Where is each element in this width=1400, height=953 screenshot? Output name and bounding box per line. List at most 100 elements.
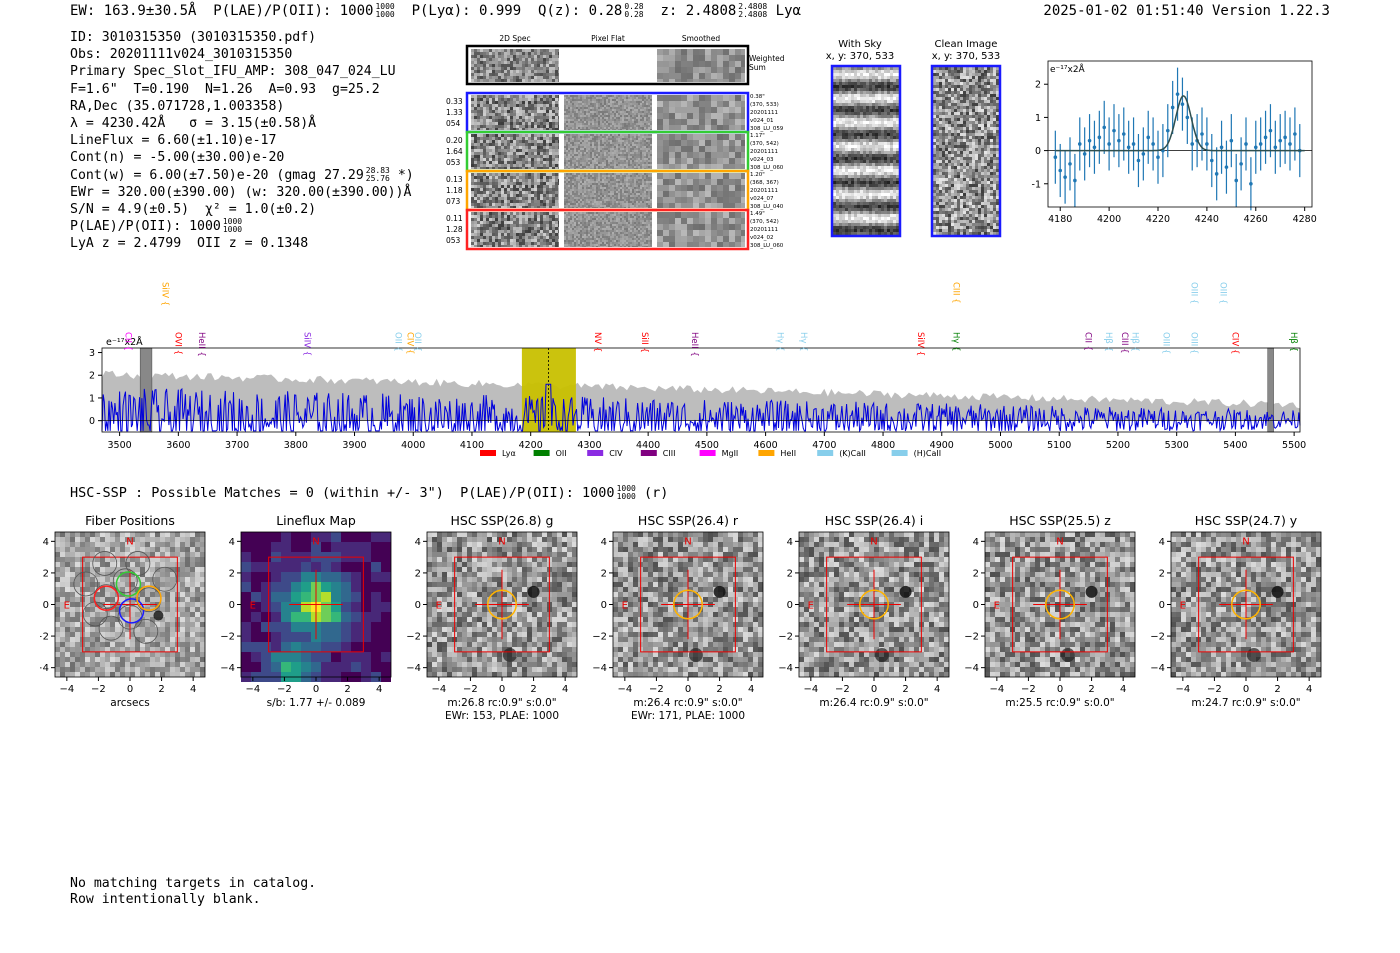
pixel — [857, 211, 860, 214]
pixel — [851, 103, 854, 106]
data-point — [1082, 152, 1087, 156]
flux-cell — [301, 592, 311, 602]
pixel — [878, 196, 881, 199]
pixel — [848, 139, 851, 142]
emission-line-name: CII { — [122, 332, 132, 351]
x-tick-label: −2 — [463, 684, 478, 695]
flux-cell — [381, 612, 391, 622]
data-point — [1288, 142, 1292, 146]
flux-cell — [291, 582, 301, 592]
row-right-label: 0.38" — [750, 94, 765, 100]
flux-cell — [261, 562, 271, 572]
pixel — [833, 151, 836, 154]
flux-cell — [281, 572, 291, 582]
pixel — [866, 73, 869, 76]
flux-cell — [241, 532, 251, 542]
pixel — [833, 82, 836, 85]
pixel — [839, 124, 842, 127]
flux-cell — [301, 562, 311, 572]
data-point — [1112, 128, 1116, 133]
pixel — [863, 91, 866, 94]
pixel — [863, 205, 866, 208]
pixel — [839, 169, 842, 172]
pixel — [833, 148, 836, 151]
pixel — [893, 70, 896, 73]
pixel — [893, 133, 896, 136]
pixel — [839, 214, 842, 217]
pixel — [860, 82, 863, 85]
pixel — [851, 88, 854, 91]
flux-cell — [331, 562, 341, 572]
pixel — [866, 202, 869, 205]
aperture-box — [1012, 556, 1108, 653]
pixel — [851, 229, 854, 232]
detection-circle — [859, 589, 889, 620]
pixel — [869, 106, 872, 109]
qz-range: 0.28 0.28 — [624, 2, 644, 19]
pixel — [872, 109, 875, 112]
pixel — [857, 145, 860, 148]
y-tick-label: 2 — [973, 568, 979, 579]
pixel — [833, 91, 836, 94]
flux-cell — [341, 542, 351, 552]
pixel — [884, 205, 887, 208]
clean-frame — [930, 64, 1002, 238]
pixel — [896, 202, 899, 205]
data-point — [1239, 162, 1243, 166]
flux-cell — [361, 542, 371, 552]
flux-cell — [251, 592, 261, 602]
pixel — [839, 199, 842, 202]
pixel — [854, 130, 857, 133]
flux-cell — [321, 532, 331, 542]
pixel — [875, 115, 878, 118]
pixel — [842, 88, 845, 91]
pixel — [869, 136, 872, 139]
pixel — [836, 100, 839, 103]
pixel — [839, 88, 842, 91]
pixel — [878, 88, 881, 91]
emission-line-name: OII { — [412, 332, 422, 352]
pixel — [896, 127, 899, 130]
pixel — [836, 127, 839, 130]
pixel — [839, 109, 842, 112]
pixel — [875, 145, 878, 148]
pixel — [854, 181, 857, 184]
pixel — [839, 193, 842, 196]
pixel — [875, 136, 878, 139]
pixel — [854, 88, 857, 91]
flux-cell — [361, 622, 371, 632]
pixel — [833, 169, 836, 172]
pixel — [893, 145, 896, 148]
panel-title: HSC SSP(26.4) r — [638, 513, 739, 528]
pixel — [854, 151, 857, 154]
pixel — [866, 88, 869, 91]
pixel — [854, 133, 857, 136]
pixel — [851, 112, 854, 115]
pixel — [881, 190, 884, 193]
pixel — [875, 67, 878, 70]
flux-cell — [301, 572, 311, 582]
fiber-circle — [133, 618, 159, 644]
x-tick-label: 0 — [1243, 684, 1249, 695]
x-tick-label: 4600 — [754, 440, 778, 451]
pixel — [869, 115, 872, 118]
hsc-summary: HSC-SSP : Possible Matches = 0 (within +… — [70, 484, 669, 502]
y-tick-label: −4 — [778, 663, 793, 674]
pixel — [887, 202, 890, 205]
pixel — [863, 214, 866, 217]
pixel — [845, 82, 848, 85]
pixel — [839, 217, 842, 220]
pixel — [839, 220, 842, 223]
pixel — [860, 103, 863, 106]
flux-cell — [251, 562, 261, 572]
aperture-box — [268, 556, 364, 653]
pixel — [884, 220, 887, 223]
pixel — [845, 73, 848, 76]
flux-cell — [291, 632, 301, 642]
pixel — [854, 73, 857, 76]
row-right-label: (370, 533) — [750, 102, 779, 108]
pixel — [851, 184, 854, 187]
flux-cell — [291, 602, 301, 612]
y-tick-label: 0 — [1035, 146, 1041, 157]
